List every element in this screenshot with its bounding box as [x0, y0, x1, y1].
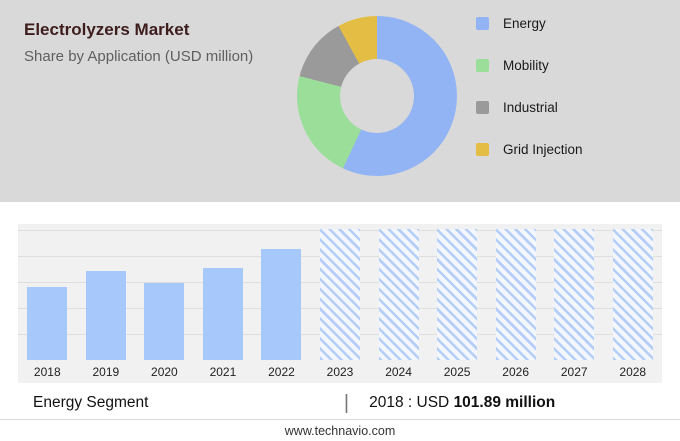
- legend-label: Energy: [503, 15, 546, 31]
- chart-legend: Energy Mobility Industrial Grid Injection: [476, 14, 583, 182]
- page-title: Electrolyzers Market: [24, 20, 190, 39]
- legend-swatch: [476, 142, 489, 156]
- header-panel: Electrolyzers Market Share by Applicatio…: [0, 0, 680, 202]
- x-label-2026: 2026: [502, 364, 529, 379]
- website-link[interactable]: www.technavio.com: [284, 423, 396, 438]
- bar-slot-2028: [603, 229, 662, 360]
- legend-swatch: [476, 16, 489, 30]
- bar-slot-2024: [369, 229, 428, 360]
- forecast-bar-2023: [320, 229, 360, 360]
- x-label-2027: 2027: [560, 364, 588, 379]
- forecast-bar-2025: [437, 229, 478, 360]
- bar-2021: [202, 268, 243, 360]
- bar-slot-2020: [135, 283, 194, 360]
- donut-chart: [297, 16, 457, 176]
- legend-swatch: [476, 100, 489, 114]
- x-label-2024: 2024: [385, 364, 412, 379]
- bar-2020: [144, 283, 185, 360]
- segment-label: Energy Segment: [33, 394, 149, 411]
- forecast-bar-2027: [554, 229, 595, 360]
- bar-chart: 2018 2019 2020 2021 2022 2023 2024 2025 2026 2027…: [18, 224, 662, 383]
- legend-item-grid-injection: Grid Injection: [476, 140, 583, 158]
- bar-slot-2027: [545, 229, 604, 360]
- bar-2022: [261, 249, 302, 360]
- x-label-2022: 2022: [268, 364, 295, 379]
- donut-hole: [340, 59, 414, 133]
- forecast-bar-2026: [495, 229, 536, 360]
- x-label-2025: 2025: [443, 364, 471, 379]
- x-label-2018: 2018: [33, 364, 61, 379]
- x-label-2021: 2021: [209, 364, 237, 379]
- bar-slot-2026: [486, 229, 545, 360]
- value-bold: 101.89 million: [453, 394, 556, 411]
- x-label-2020: 2020: [151, 364, 178, 379]
- bar-slot-2021: [194, 268, 253, 360]
- x-label-2028: 2028: [619, 364, 647, 379]
- bar-slot-2018: [18, 287, 77, 360]
- title-block: Electrolyzers Market Share by Applicatio…: [24, 20, 253, 65]
- x-axis-labels: 2018 2019 2020 2021 2022 2023 2024 2025 2026 2027…: [18, 360, 662, 383]
- x-label-2019: 2019: [92, 364, 120, 379]
- bar-slot-2025: [428, 229, 487, 360]
- bar-slot-2019: [77, 271, 136, 360]
- legend-label: Grid Injection: [503, 141, 583, 157]
- legend-item-mobility: Mobility: [476, 56, 583, 74]
- bar-slot-2023: [311, 229, 370, 360]
- legend-item-energy: Energy: [476, 14, 583, 32]
- bar-2018: [27, 287, 68, 360]
- footer-row: Energy Segment | 2018 : USD 101.89 milli…: [0, 387, 680, 419]
- legend-label: Mobility: [503, 57, 549, 73]
- bar-slot-2022: [252, 249, 311, 360]
- forecast-bar-2024: [378, 229, 419, 360]
- bar-2019: [85, 271, 126, 360]
- bars-container: [18, 224, 662, 360]
- x-label-2023: 2023: [326, 364, 354, 379]
- legend-swatch: [476, 58, 489, 72]
- website-row: www.technavio.com: [0, 419, 680, 441]
- legend-label: Industrial: [503, 99, 558, 115]
- value-group: 2018 : USD 101.89 million: [349, 394, 680, 412]
- footer-separator: |: [343, 391, 350, 414]
- page-subtitle: Share by Application (USD million): [24, 48, 254, 65]
- forecast-bar-2028: [612, 229, 653, 360]
- legend-item-industrial: Industrial: [476, 98, 583, 116]
- year-label: 2018 : USD: [369, 394, 450, 411]
